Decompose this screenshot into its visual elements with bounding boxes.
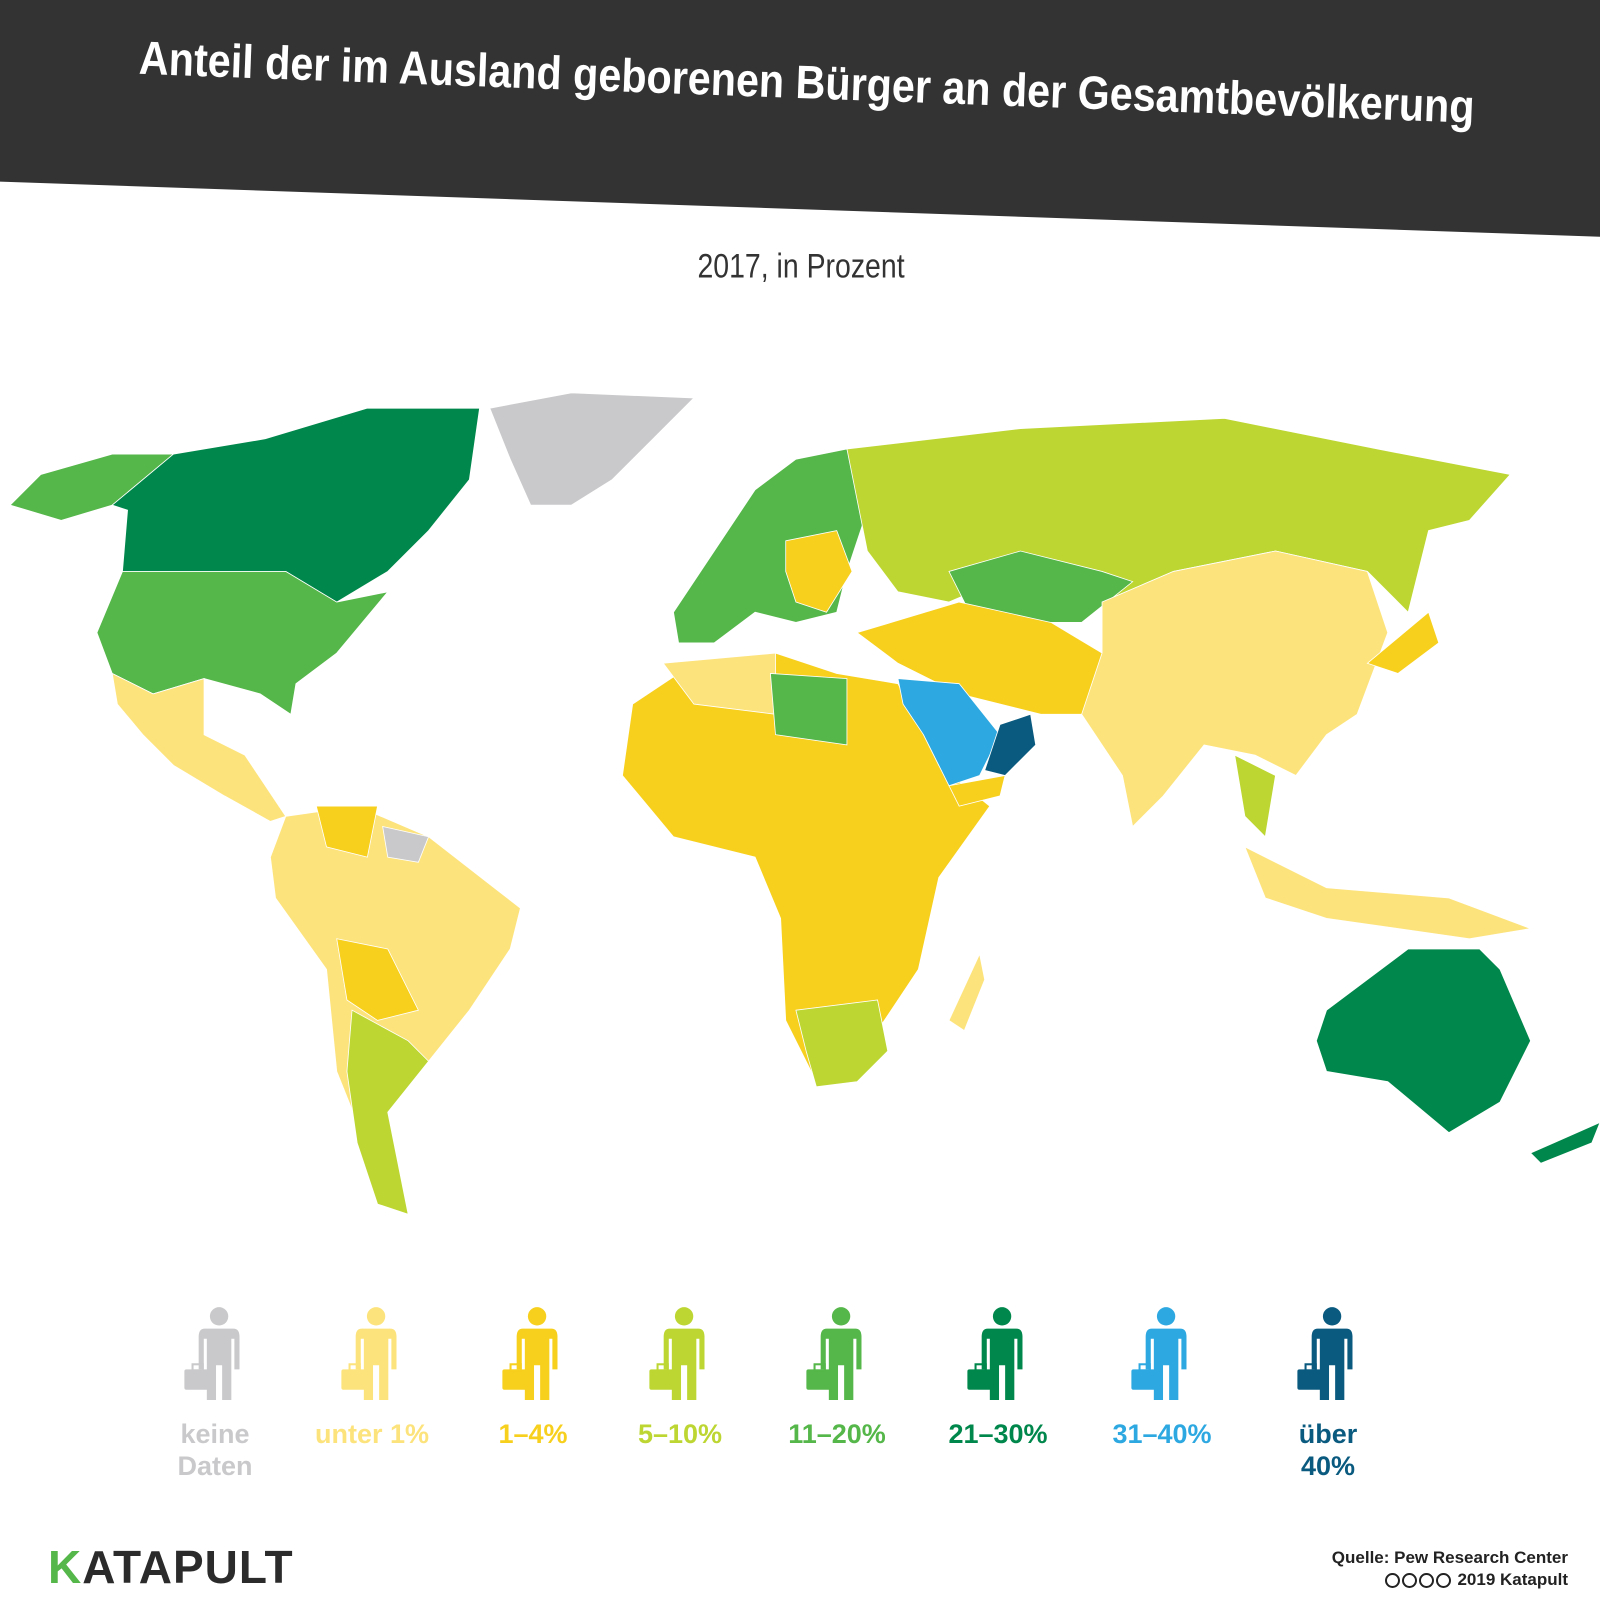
icon-briefcase [1131,1369,1158,1390]
australia [1315,948,1532,1134]
icon-handle [974,1363,987,1372]
legend-icon [649,1307,705,1400]
oman [984,713,1037,776]
legend-label: 5–10% [637,1419,723,1449]
copyright-line: 2019 Katapult [1384,1570,1568,1590]
legend-label: unter 1% [314,1419,430,1449]
icon-head [1322,1307,1342,1326]
asia [1081,550,1389,828]
copyright: 2019 Katapult [1457,1570,1568,1589]
icon-briefcase [502,1369,529,1390]
logo: KATAPULT [48,1541,294,1593]
libya [769,673,848,746]
icon-handle [813,1363,826,1372]
icon-briefcase [967,1369,994,1390]
world-map [9,392,1600,1215]
madagascar [948,952,986,1032]
southern-africa [795,999,889,1088]
legend-icon [1131,1307,1187,1400]
source: Quelle: Pew Research Center [1331,1548,1568,1567]
legend-label: 1–4% [498,1419,568,1449]
legend-icon [341,1307,397,1400]
argentina [346,1009,430,1215]
cc-icon [1418,1573,1434,1588]
icon-head [209,1307,229,1326]
legend-label: über 40% [1298,1419,1358,1481]
eastern-europe [785,530,853,613]
icon-head [992,1307,1012,1326]
venezuela [315,805,379,858]
thailand [1234,754,1276,838]
icon-head [831,1307,851,1326]
icon-head [366,1307,386,1326]
japan [1366,611,1440,674]
saudi-arabia [897,678,1001,787]
icon-handle [1304,1363,1317,1372]
cc-icon [1401,1573,1417,1588]
icon-handle [656,1363,669,1372]
icon-head [527,1307,547,1326]
guianas [382,826,430,863]
icon-head [1156,1307,1176,1326]
icon-handle [348,1363,361,1372]
legend-icon [502,1307,558,1400]
icon-handle [509,1363,522,1372]
yemen [948,774,1006,807]
legend-label: 31–40% [1112,1419,1212,1449]
legend-icon [806,1307,862,1400]
indonesia [1244,846,1533,940]
icon-briefcase [184,1369,211,1390]
bolivia-paraguay [336,938,419,1021]
icon-handle [191,1363,204,1372]
greenland [489,392,695,506]
legend-label: keine Daten [177,1419,253,1481]
legend-label: 21–30% [948,1419,1048,1449]
cc-icon [1435,1573,1451,1588]
cc-icon [1384,1573,1400,1588]
central-america [111,672,287,822]
legend-icons [184,1307,1353,1400]
legend-icon [1297,1307,1353,1400]
africa [622,652,991,1083]
subtitle: 2017, in Prozent [697,246,904,285]
header-band [0,0,1600,237]
icon-briefcase [806,1369,833,1390]
icon-head [674,1307,694,1326]
legend-icon [184,1307,240,1400]
icon-briefcase [341,1369,368,1390]
legend-label: 11–20% [788,1419,886,1449]
icon-briefcase [1297,1369,1324,1390]
legend-icon [967,1307,1023,1400]
new-zealand [1529,1122,1600,1164]
icon-briefcase [649,1369,676,1390]
icon-handle [1138,1363,1151,1372]
